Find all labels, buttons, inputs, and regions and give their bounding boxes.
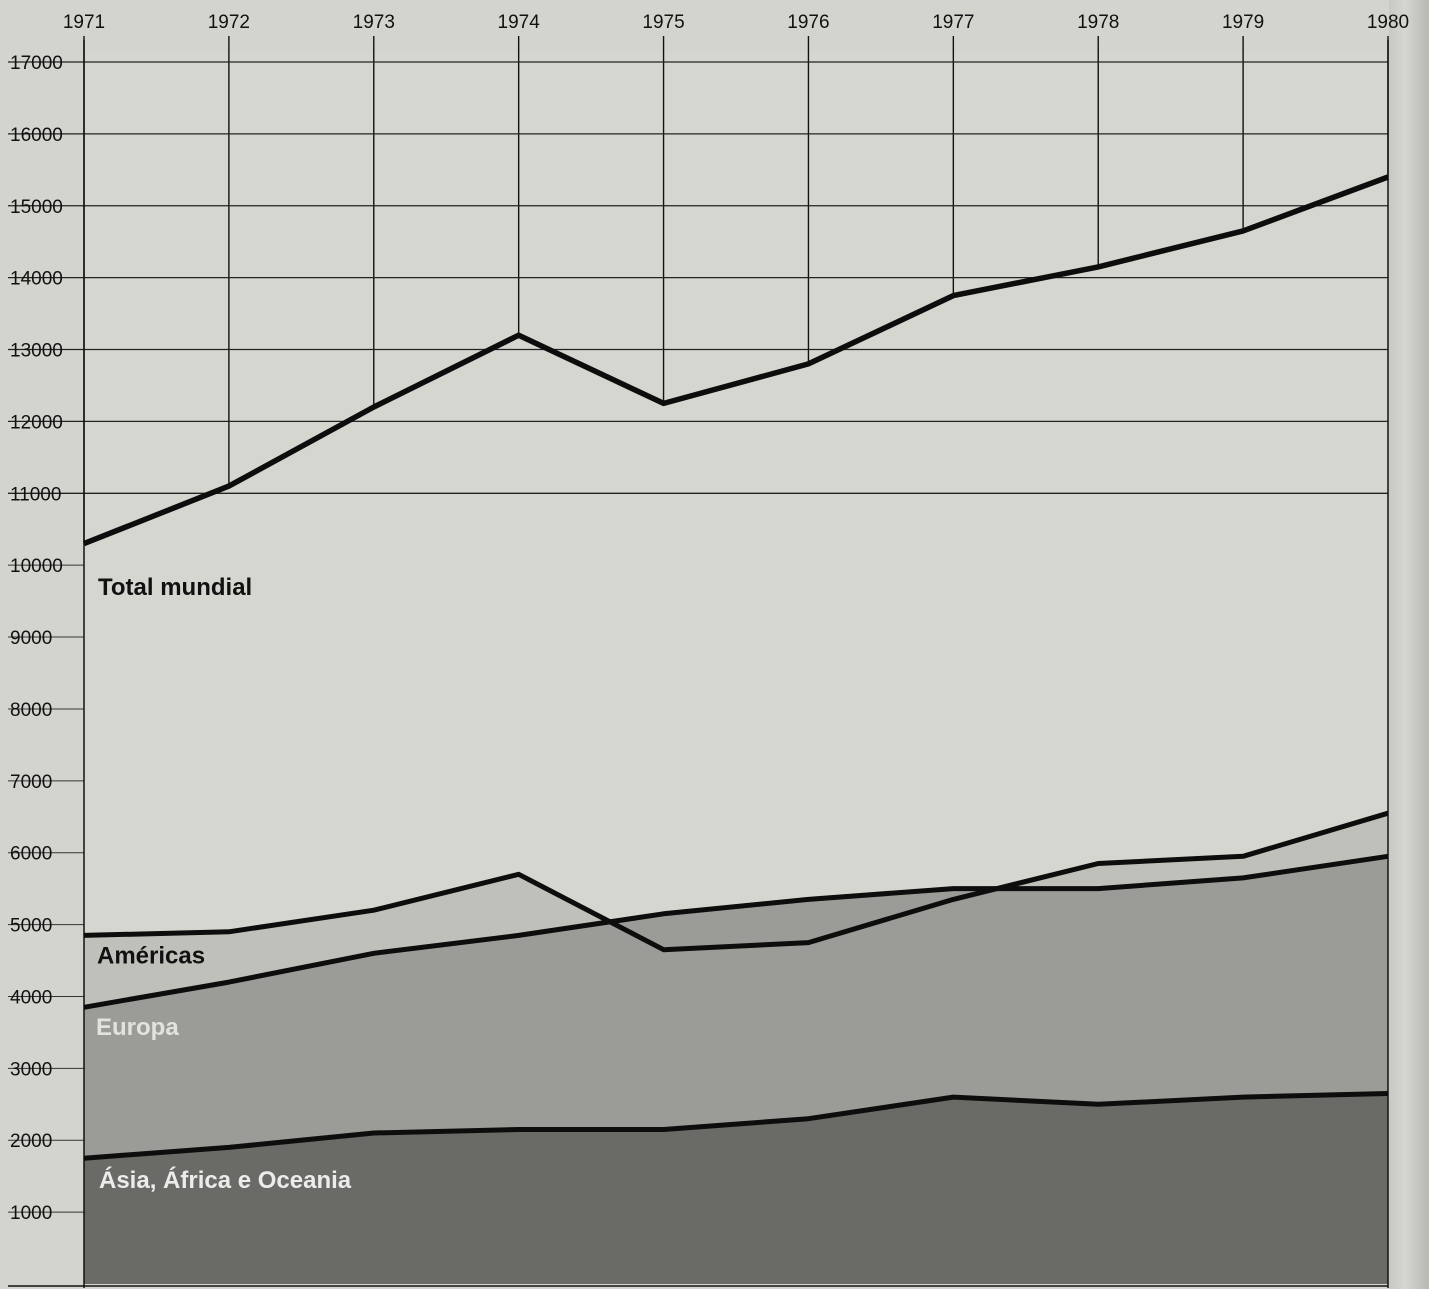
series-label-americas: Américas [97, 942, 205, 969]
x-tick-label-1978: 1978 [1077, 12, 1119, 33]
y-tick-label-16000: 16000 [10, 125, 63, 146]
line-total-mundial [82, 174, 1389, 547]
y-tick-label-10000: 10000 [10, 556, 63, 577]
chart-areas [84, 52, 1388, 1284]
chart-series-lines [82, 174, 1389, 1161]
line-asia-africa-e-oceania [83, 1091, 1389, 1161]
line-americas [83, 810, 1389, 953]
y-tick-label-11000: 11000 [10, 484, 61, 505]
line-europa [83, 853, 1389, 1010]
y-tick-label-15000: 15000 [10, 197, 63, 218]
x-tick-label-1977: 1977 [932, 12, 974, 33]
y-tick-label-3000: 3000 [10, 1059, 52, 1080]
y-tick-label-1000: 1000 [10, 1203, 52, 1224]
x-axis-tick-labels: 1971 1972 1973 1974 1975 1976 1977 1978 1979 1980 [63, 12, 1409, 33]
x-tick-label-1976: 1976 [787, 12, 829, 33]
x-tick-label-1974: 1974 [498, 12, 541, 33]
y-tick-label-8000: 8000 [10, 700, 52, 721]
y-axis-tick-labels: 17000 16000 15000 14000 13000 12000 11000 10000… [10, 53, 63, 1224]
y-tick-label-12000: 12000 [10, 412, 63, 433]
series-labels: Total mundial Américas Europa Ásia, África … [96, 574, 352, 1194]
chart-grid [8, 36, 1389, 1288]
x-tick-label-1975: 1975 [642, 12, 684, 33]
y-tick-label-6000: 6000 [10, 844, 52, 865]
y-tick-label-5000: 5000 [10, 916, 52, 937]
y-tick-label-9000: 9000 [10, 628, 52, 649]
y-tick-label-17000: 17000 [10, 53, 63, 74]
series-label-total-mundial: Total mundial [98, 574, 252, 601]
y-tick-label-4000: 4000 [10, 987, 52, 1008]
series-label-europa: Europa [96, 1014, 179, 1041]
x-tick-label-1973: 1973 [353, 12, 395, 33]
x-tick-label-1980: 1980 [1367, 12, 1409, 33]
page-edge-shadow [1389, 0, 1429, 1289]
series-label-asia-africa-e-oceania: Ásia, África e Oceania [99, 1166, 352, 1194]
x-tick-label-1971: 1971 [63, 12, 105, 33]
y-tick-label-13000: 13000 [10, 341, 63, 362]
y-tick-label-2000: 2000 [10, 1131, 52, 1152]
x-tick-label-1979: 1979 [1222, 12, 1264, 33]
y-tick-label-7000: 7000 [10, 772, 52, 793]
x-tick-label-1972: 1972 [208, 12, 250, 33]
area-asia-africa-e-oceania [84, 1093, 1388, 1284]
y-tick-label-14000: 14000 [10, 269, 63, 290]
